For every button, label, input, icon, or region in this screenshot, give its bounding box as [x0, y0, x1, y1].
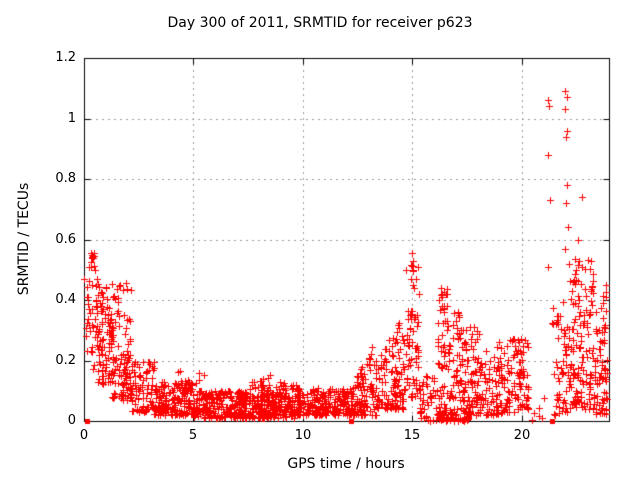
- x-tick-label: 0: [79, 428, 89, 443]
- y-tick-label: 0.6: [55, 232, 76, 247]
- y-tick-label: 0.2: [55, 353, 76, 368]
- chart-title: Day 300 of 2011, SRMTID for receiver p62…: [167, 15, 473, 31]
- x-tick-label: 15: [403, 428, 421, 443]
- y-tick-label: 0: [67, 413, 76, 428]
- y-tick-label: 0.4: [55, 292, 76, 307]
- y-tick-label: 0.8: [55, 171, 76, 186]
- x-tick-label: 20: [513, 428, 531, 443]
- y-tick-label: 1.2: [55, 50, 76, 65]
- x-tick-label: 5: [188, 428, 198, 443]
- x-axis-label: GPS time / hours: [287, 456, 405, 472]
- x-tick-label: 10: [294, 428, 312, 443]
- y-tick-label: 1: [67, 111, 76, 126]
